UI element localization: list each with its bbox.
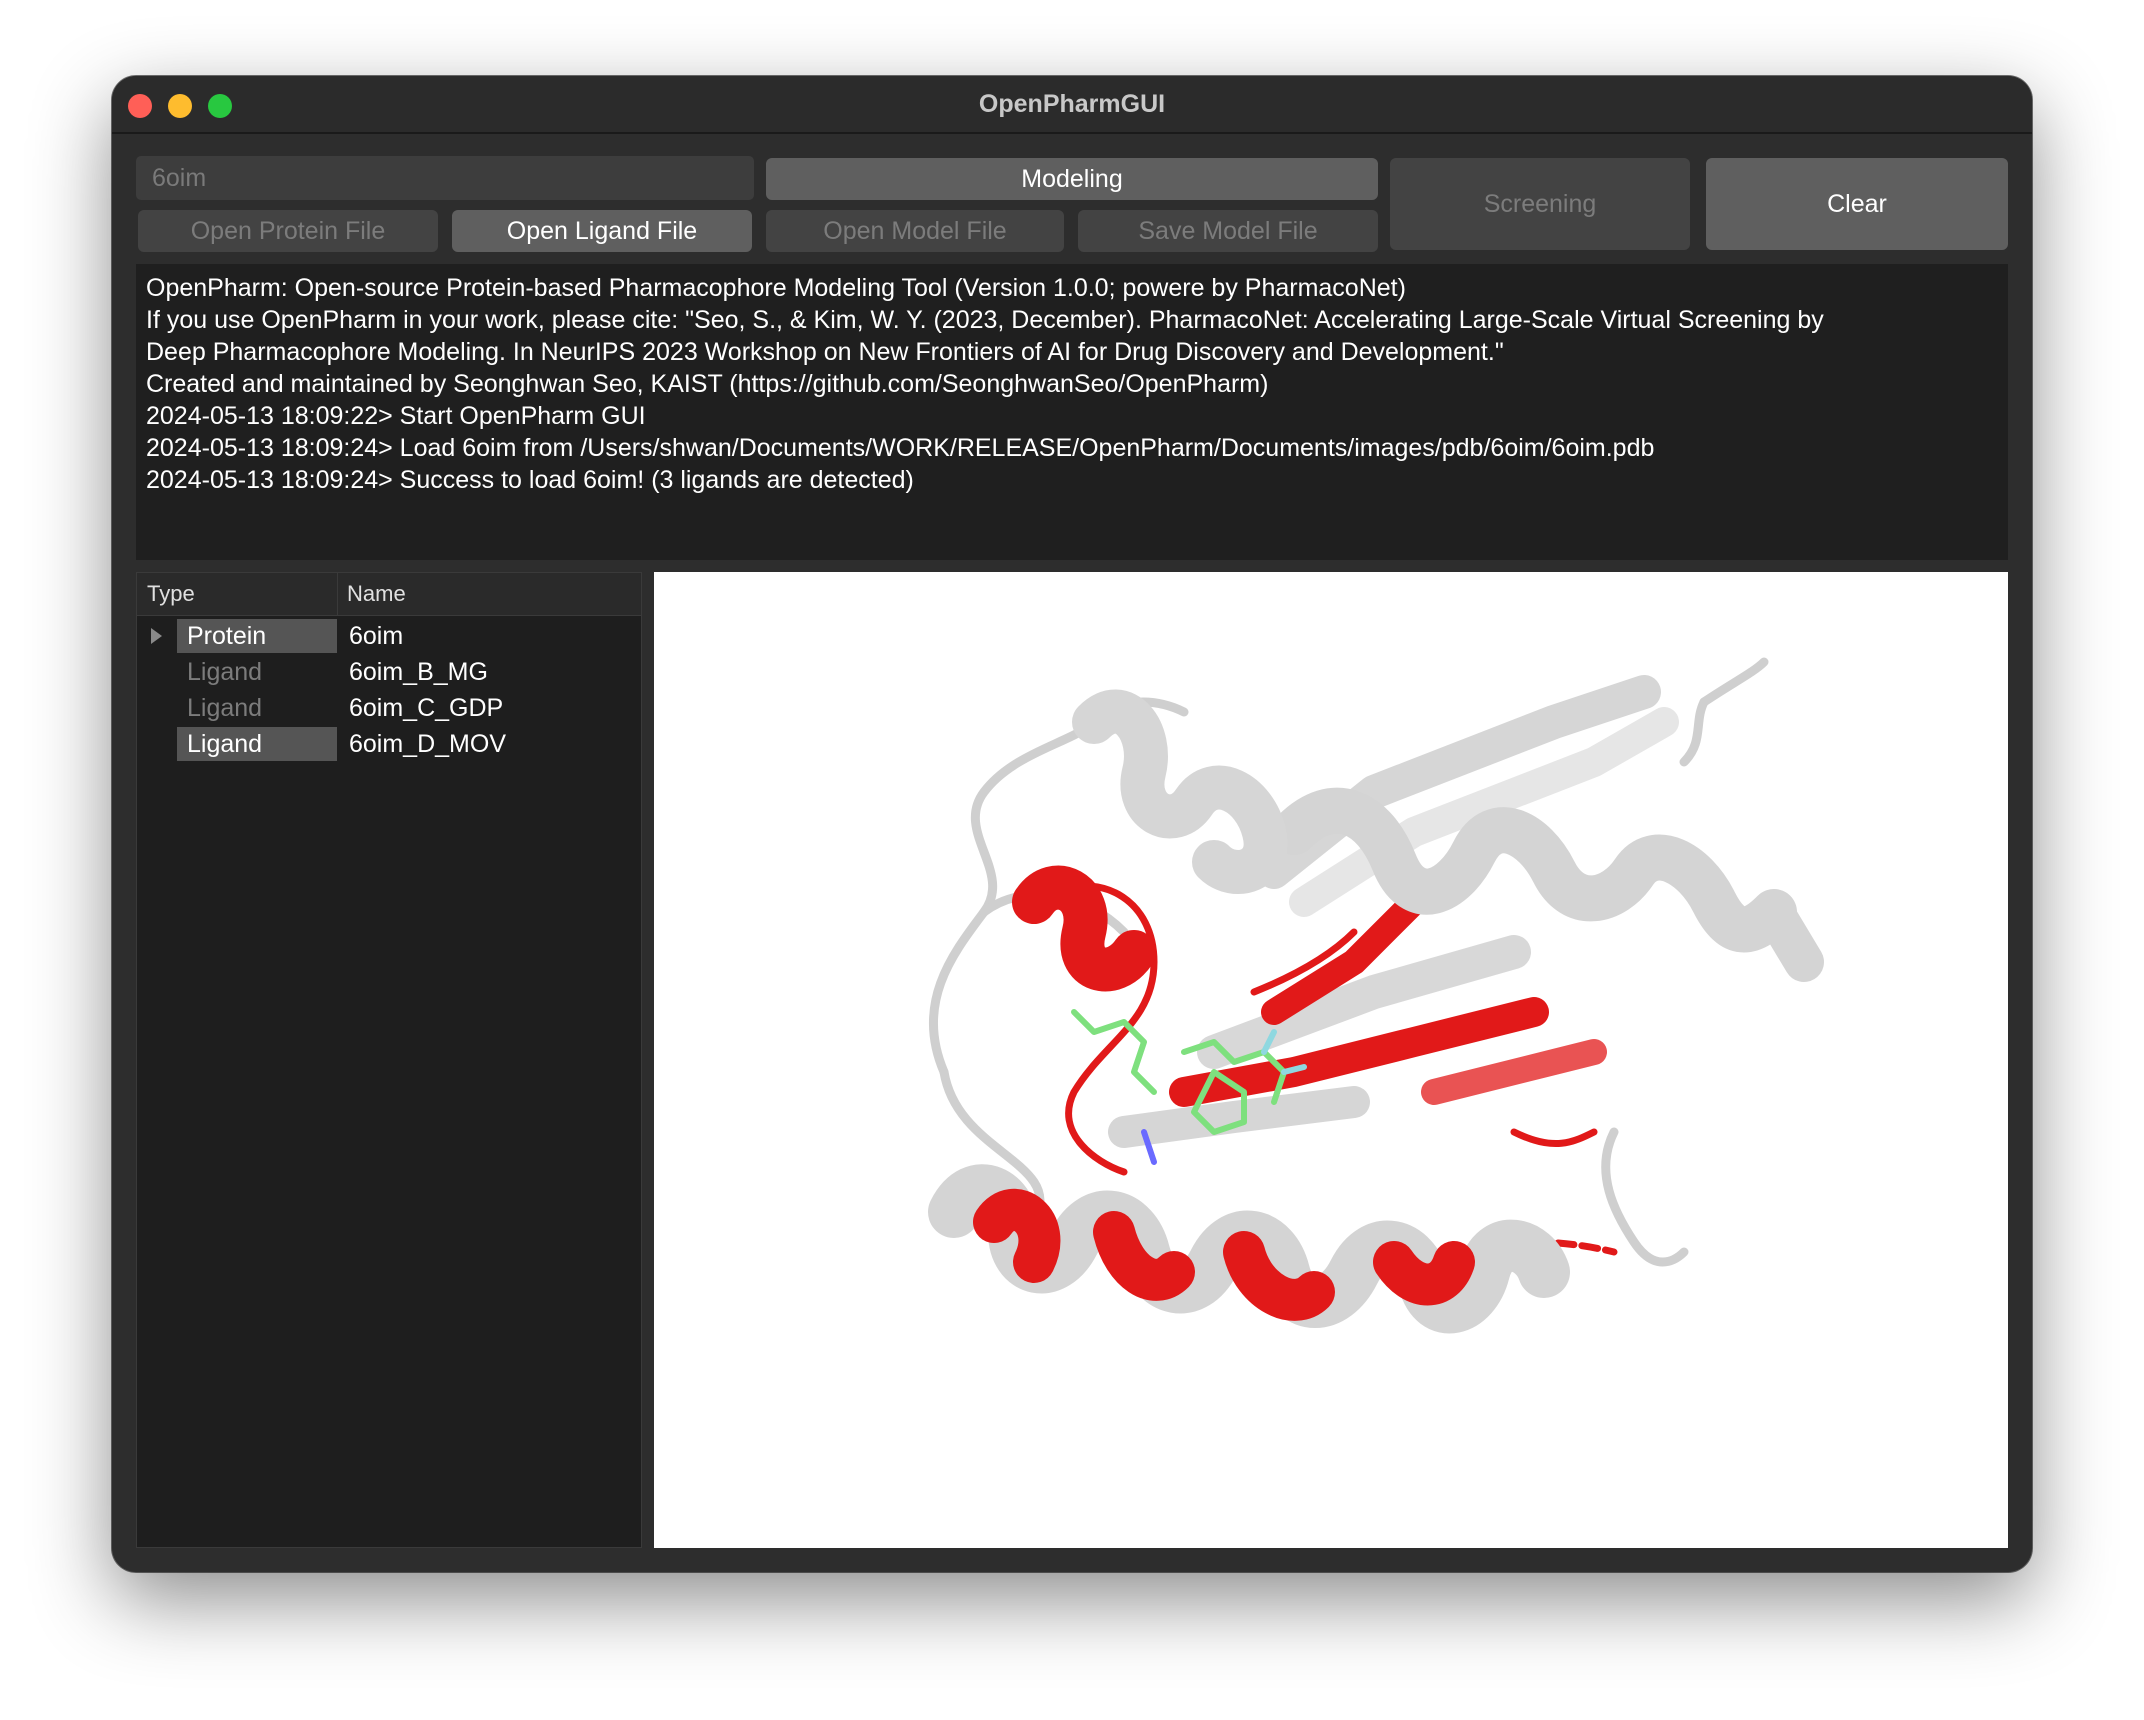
molecule-viewer[interactable] bbox=[654, 572, 2008, 1548]
app-window: OpenPharmGUI 6oim Modeling Screening Cle… bbox=[112, 76, 2032, 1572]
save-model-file-button[interactable]: Save Model File bbox=[1078, 210, 1378, 252]
beta-strand bbox=[1108, 1086, 1370, 1148]
log-line: 2024-05-13 18:09:24> Load 6oim from /Use… bbox=[146, 434, 1655, 462]
structure-tree[interactable]: Type Name Protein 6oim Ligand 6oim_B_MG … bbox=[136, 572, 642, 1548]
ligand-sticks bbox=[1071, 1009, 1157, 1095]
ligand-sticks bbox=[1191, 1069, 1247, 1135]
loop-strand bbox=[1679, 697, 1709, 767]
open-protein-file-button[interactable]: Open Protein File bbox=[138, 210, 438, 252]
type-column-header[interactable]: Type bbox=[147, 581, 195, 606]
log-line: 2024-05-13 18:09:22> Start OpenPharm GUI bbox=[146, 402, 646, 430]
beta-strand bbox=[1289, 707, 1679, 917]
row-type: Protein bbox=[177, 619, 337, 653]
row-type: Ligand bbox=[187, 694, 263, 722]
title-bar[interactable]: OpenPharmGUI bbox=[112, 76, 2032, 134]
row-name: 6oim_B_MG bbox=[349, 658, 488, 686]
row-name: 6oim_D_MOV bbox=[349, 730, 506, 758]
row-name: 6oim bbox=[349, 622, 404, 650]
log-console[interactable]: OpenPharm: Open-source Protein-based Pha… bbox=[136, 264, 2008, 560]
beta-strand bbox=[1261, 889, 1427, 1025]
maximize-window-button[interactable] bbox=[208, 94, 232, 118]
protein-cartoon bbox=[928, 657, 1824, 1334]
column-divider[interactable] bbox=[337, 573, 338, 615]
name-column-header[interactable]: Name bbox=[347, 581, 406, 606]
ligand-sticks bbox=[1261, 1029, 1307, 1075]
loop-strand bbox=[1699, 657, 1769, 707]
loop-strand bbox=[1601, 1127, 1689, 1267]
pdb-id-input[interactable]: 6oim bbox=[136, 156, 754, 200]
row-type: Ligand bbox=[177, 727, 337, 761]
loop-strand bbox=[1050, 882, 1158, 1176]
tree-row-ligand[interactable]: Ligand 6oim_B_MG bbox=[137, 655, 641, 689]
screening-button[interactable]: Screening bbox=[1390, 158, 1690, 250]
modeling-button[interactable]: Modeling bbox=[766, 158, 1378, 200]
ligand-sticks bbox=[1181, 1039, 1287, 1105]
loop-strand bbox=[1510, 1128, 1598, 1148]
clear-button[interactable]: Clear bbox=[1706, 158, 2008, 250]
beta-strand bbox=[1197, 935, 1531, 1069]
row-name: 6oim_C_GDP bbox=[349, 694, 504, 722]
tree-row-protein[interactable]: Protein 6oim bbox=[137, 619, 641, 653]
open-model-file-button[interactable]: Open Model File bbox=[766, 210, 1064, 252]
alpha-helix bbox=[1271, 787, 1797, 953]
log-line: If you use OpenPharm in your work, pleas… bbox=[146, 306, 1824, 334]
alpha-helix bbox=[1012, 865, 1156, 992]
open-ligand-file-button[interactable]: Open Ligand File bbox=[452, 210, 752, 252]
log-line: 2024-05-13 18:09:24> Success to load 6oi… bbox=[146, 466, 914, 494]
minimize-window-button[interactable] bbox=[168, 94, 192, 118]
tree-row-ligand[interactable]: Ligand 6oim_C_GDP bbox=[137, 691, 641, 725]
alpha-helix bbox=[1754, 892, 1824, 982]
alpha-helix bbox=[973, 1188, 1475, 1321]
log-line: Created and maintained by Seonghwan Seo,… bbox=[146, 370, 1269, 398]
beta-strand bbox=[1169, 997, 1549, 1107]
window-title: OpenPharmGUI bbox=[978, 90, 1166, 118]
alpha-helix bbox=[1072, 689, 1288, 894]
expand-arrow-icon[interactable] bbox=[151, 628, 162, 644]
log-line: OpenPharm: Open-source Protein-based Pha… bbox=[146, 274, 1406, 302]
close-window-button[interactable] bbox=[128, 94, 152, 118]
ligand-sticks bbox=[1141, 1129, 1157, 1165]
row-type: Ligand bbox=[187, 658, 263, 686]
log-line: Deep Pharmacophore Modeling. In NeurIPS … bbox=[146, 338, 1504, 366]
tree-row-ligand[interactable]: Ligand 6oim_D_MOV bbox=[137, 727, 641, 761]
tree-header: Type Name bbox=[137, 573, 641, 616]
beta-strand bbox=[1421, 1039, 1607, 1105]
loop-strand bbox=[1250, 928, 1358, 996]
